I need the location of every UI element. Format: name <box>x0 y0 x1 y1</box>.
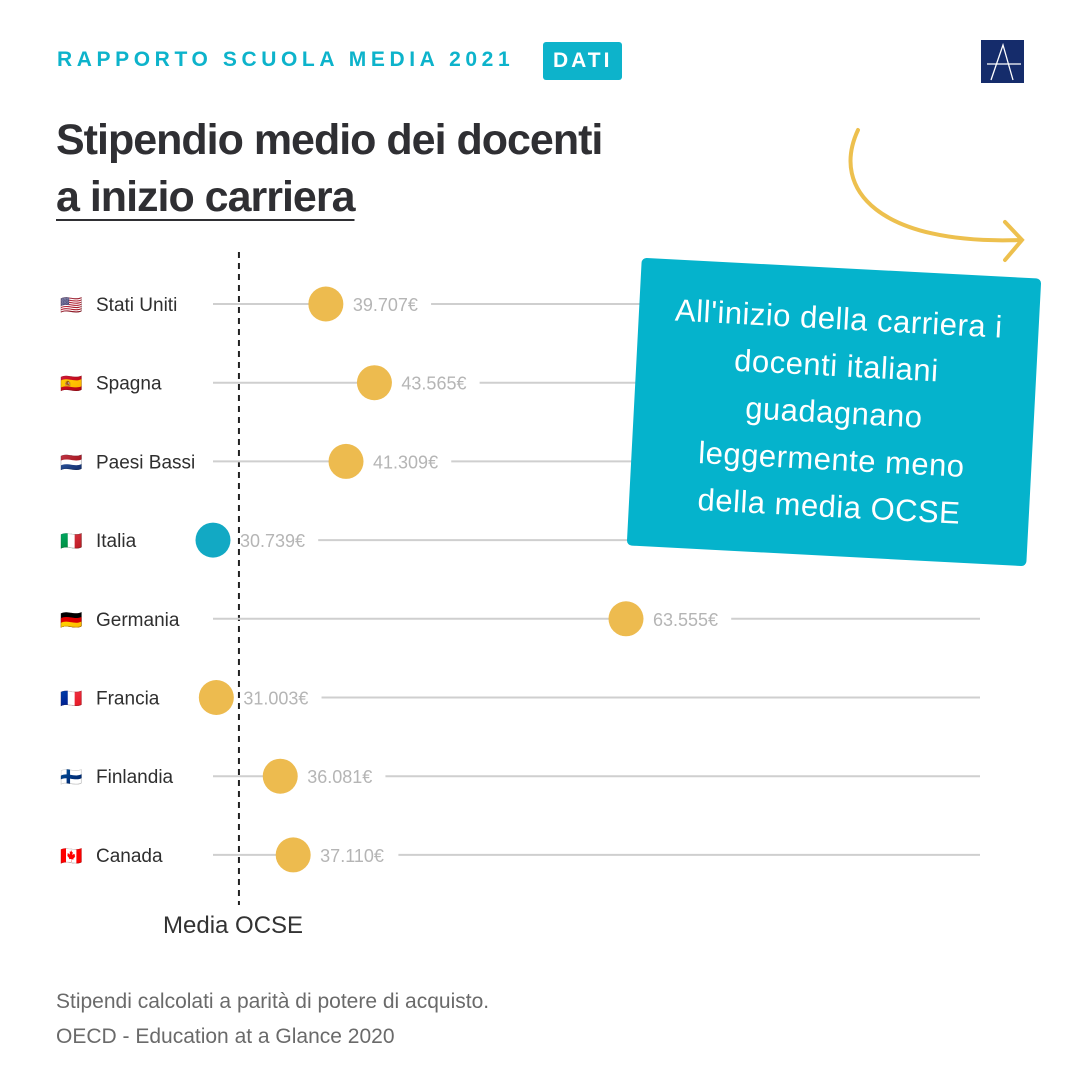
flag-icon: 🇩🇪 <box>60 610 82 630</box>
flag-icon: 🇮🇹 <box>60 531 82 551</box>
callout-text: All'inizio della carriera i docenti ital… <box>674 292 1004 531</box>
curved-arrow-icon <box>848 128 1025 262</box>
page-title: Stipendio medio dei docenti a inizio car… <box>56 112 603 226</box>
data-point <box>198 680 234 715</box>
flag-icon: 🇫🇮 <box>60 767 82 787</box>
flag-icon: 🇺🇸 <box>60 295 82 315</box>
brand-logo <box>981 40 1024 83</box>
footer-source: OECD - Education at a Glance 2020 <box>56 1025 395 1048</box>
oecd-average-label: Media OCSE <box>163 912 304 939</box>
country-label: Germania <box>96 610 180 631</box>
footer-note: Stipendi calcolati a parità di potere di… <box>56 990 490 1013</box>
value-label: 37.110€ <box>320 846 384 866</box>
value-label: 41.309€ <box>373 452 438 472</box>
title-line-1: Stipendio medio dei docenti <box>56 116 603 164</box>
country-label: Canada <box>96 846 163 867</box>
flag-icon: 🇫🇷 <box>60 689 82 709</box>
country-label: Finlandia <box>96 767 174 788</box>
value-label: 30.739€ <box>240 531 305 551</box>
data-point <box>275 837 311 873</box>
value-label: 31.003€ <box>243 689 308 709</box>
value-label: 39.707€ <box>353 295 418 315</box>
data-point <box>308 286 344 322</box>
report-kicker: RAPPORTO SCUOLA MEDIA 2021 <box>57 48 515 71</box>
country-label: Spagna <box>96 374 162 395</box>
flag-icon: 🇨🇦 <box>60 846 82 866</box>
country-label: Paesi Bassi <box>96 452 195 473</box>
country-label: Francia <box>96 689 160 710</box>
dati-badge: DATI <box>543 42 623 80</box>
value-label: 63.555€ <box>653 610 718 630</box>
data-point <box>262 758 298 794</box>
data-point <box>608 601 644 637</box>
value-label: 36.081€ <box>307 767 372 787</box>
flag-icon: 🇳🇱 <box>60 452 82 472</box>
data-point <box>356 365 392 401</box>
value-label: 43.565€ <box>401 374 466 394</box>
data-point <box>328 443 364 479</box>
flag-icon: 🇪🇸 <box>60 374 82 394</box>
country-label: Stati Uniti <box>96 295 177 316</box>
country-label: Italia <box>96 531 137 552</box>
data-point <box>195 522 231 558</box>
title-line-2: a inizio carriera <box>56 173 355 221</box>
callout-box: All'inizio della carriera i docenti ital… <box>626 257 1042 567</box>
